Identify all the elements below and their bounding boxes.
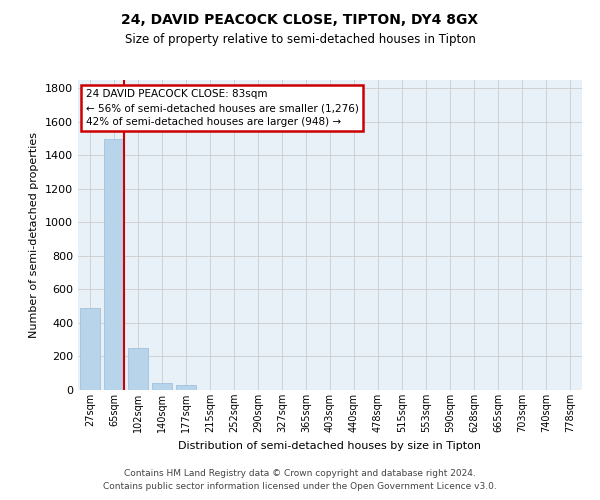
Bar — [80, 308, 100, 390]
Y-axis label: Number of semi-detached properties: Number of semi-detached properties — [29, 132, 40, 338]
Bar — [104, 138, 124, 390]
X-axis label: Distribution of semi-detached houses by size in Tipton: Distribution of semi-detached houses by … — [179, 440, 482, 450]
Text: Contains public sector information licensed under the Open Government Licence v3: Contains public sector information licen… — [103, 482, 497, 491]
Text: Contains HM Land Registry data © Crown copyright and database right 2024.: Contains HM Land Registry data © Crown c… — [124, 468, 476, 477]
Bar — [128, 348, 148, 390]
Bar — [152, 384, 172, 390]
Bar — [176, 385, 196, 390]
Text: 24, DAVID PEACOCK CLOSE, TIPTON, DY4 8GX: 24, DAVID PEACOCK CLOSE, TIPTON, DY4 8GX — [121, 12, 479, 26]
Text: Size of property relative to semi-detached houses in Tipton: Size of property relative to semi-detach… — [125, 32, 475, 46]
Text: 24 DAVID PEACOCK CLOSE: 83sqm
← 56% of semi-detached houses are smaller (1,276)
: 24 DAVID PEACOCK CLOSE: 83sqm ← 56% of s… — [86, 90, 358, 128]
